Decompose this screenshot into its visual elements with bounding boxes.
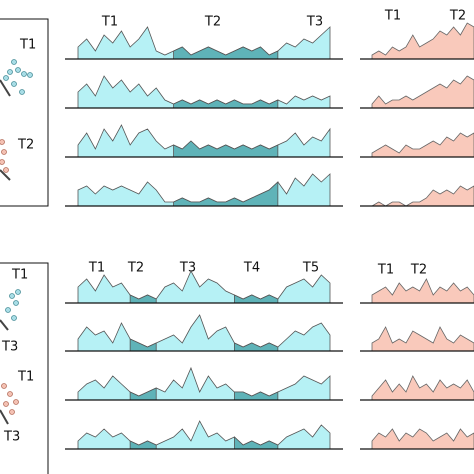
area-trace [371,326,474,352]
area-trace [234,436,279,450]
area-trace [173,99,279,109]
area-trace [371,22,474,60]
area-trace [77,366,331,401]
scatter-points [3,59,33,321]
scatter-lines [0,79,11,425]
segment-label: T1 [101,15,118,30]
scatter-points [0,139,19,415]
area-trace [77,270,331,304]
area-trace [129,387,157,401]
area-trace [129,294,157,304]
area-trace [371,428,474,450]
scatter-box [0,18,49,207]
segment-label: T2 [204,15,221,30]
area-trace [371,132,474,158]
scatter-box [0,262,49,474]
cluster-label: T3 [3,430,20,445]
segment-label: T2 [127,261,144,276]
area-trace [173,181,279,207]
area-trace [371,278,474,304]
area-trace [371,75,474,109]
area-trace [234,294,279,304]
area-trace [129,440,157,450]
area-trace [173,46,279,60]
area-trace [77,314,331,352]
area-trace [173,140,279,158]
segment-label: T1 [377,263,394,278]
segment-label: T1 [384,9,401,24]
segment-label: T2 [449,9,466,24]
cluster-label: T3 [1,340,18,355]
segment-label: T1 [88,261,105,276]
area-trace [234,391,279,401]
area-trace [129,338,157,352]
cluster-label: T2 [17,138,34,153]
segment-label: T2 [410,263,427,278]
cluster-label: T1 [11,268,28,283]
area-trace [370,185,474,207]
segment-label: T4 [243,261,260,276]
area-trace [77,420,331,450]
segment-label: T5 [302,261,319,276]
area-trace [371,375,474,401]
cluster-label: T1 [17,370,34,385]
segment-label: T3 [179,261,196,276]
segment-label: T3 [306,15,323,30]
area-trace [234,342,279,352]
cluster-label: T1 [19,38,36,53]
